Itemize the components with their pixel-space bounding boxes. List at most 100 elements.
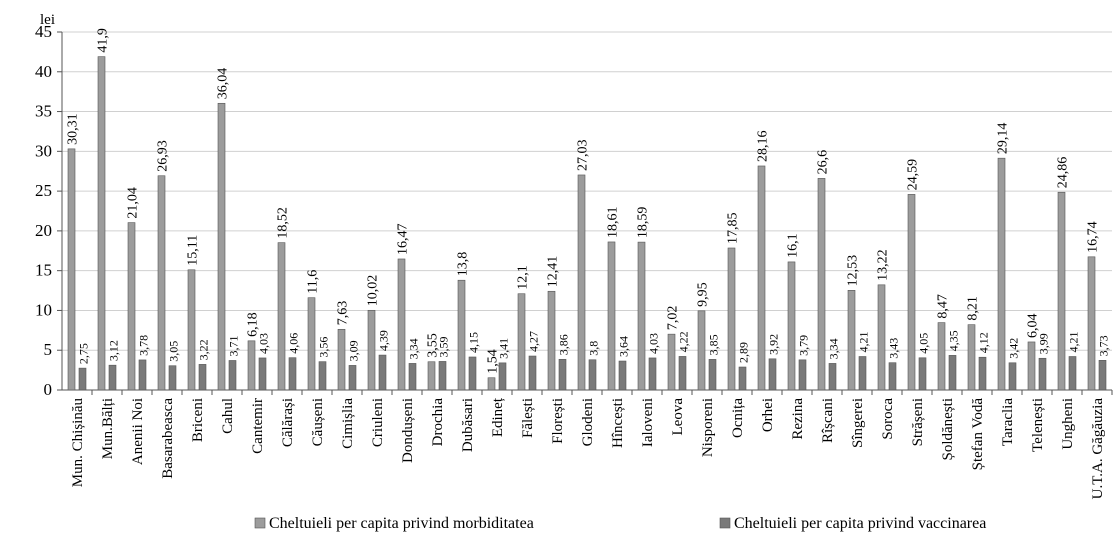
bar [618,360,627,391]
bar [967,324,976,391]
bar [348,365,357,391]
bar [217,102,226,391]
bar [97,56,106,391]
bar [138,359,147,391]
value-label: 3,55 [426,333,441,358]
x-tick-label: Fălești [520,398,536,438]
x-tick-label: Orhei [760,398,776,432]
value-label: 12,1 [516,265,531,290]
value-label: 3,71 [227,335,241,356]
bar [528,355,537,391]
x-tick-label: Criuleni [370,398,386,447]
y-tick-label: 10 [35,300,52,319]
x-tick-label: Dubăsari [460,398,476,452]
bar [408,363,417,391]
value-label: 36,04 [216,68,231,100]
value-label: 3,22 [197,339,211,360]
value-label: 28,16 [756,130,771,162]
y-tick-label: 35 [35,102,52,121]
x-tick-label: Taraclia [1000,398,1016,446]
value-label: 6,18 [246,312,261,337]
x-tick-label: Strășeni [910,398,926,446]
bar [288,357,297,391]
value-label: 3,59 [437,336,451,357]
value-label: 29,14 [996,123,1011,155]
bar [517,293,526,391]
value-label: 3,73 [1097,335,1111,356]
bar [108,364,117,391]
x-tick-label: Hîncești [610,398,626,448]
value-label: 7,63 [336,301,351,326]
bar [577,174,586,391]
value-label: 41,9 [96,28,111,53]
bar [727,247,736,391]
value-label: 4,22 [677,331,691,352]
value-label: 3,8 [587,341,601,356]
y-tick-label: 0 [44,380,53,399]
bar [847,290,856,391]
value-label: 3,92 [767,334,781,355]
x-tick-label: Sîngerei [850,398,866,448]
bar [487,377,496,391]
bar [877,284,886,391]
bar [1087,256,1096,391]
value-label: 18,52 [276,207,291,239]
value-label: 2,75 [77,343,91,364]
legend-swatch [719,517,731,529]
bar [978,356,987,391]
value-label: 6,04 [1026,313,1041,338]
bar [427,361,436,391]
bar [127,222,136,391]
value-label: 26,6 [816,150,831,175]
bar [787,261,796,391]
y-tick-label: 40 [35,62,52,81]
value-label: 12,41 [546,256,561,288]
value-label: 16,74 [1086,221,1101,253]
value-label: 3,43 [887,338,901,359]
bar [547,290,556,391]
value-label: 4,12 [977,332,991,353]
bar [558,358,567,391]
bar [1008,362,1017,391]
value-label: 24,86 [1056,157,1071,189]
x-tick-label: Florești [550,398,566,444]
x-tick-label: Basarabeasca [160,398,176,479]
value-label: 3,34 [407,338,421,359]
bar [277,242,286,391]
bar [708,359,717,391]
value-label: 16,1 [786,233,801,258]
bar [637,241,646,391]
value-label: 3,99 [1037,333,1051,354]
bar [78,367,87,391]
bar [678,356,687,391]
value-label: 3,05 [167,341,181,362]
value-label: 18,59 [636,207,651,239]
x-tick-label: Ungheni [1060,398,1076,450]
x-tick-label: Ștefan Vodă [970,398,986,471]
value-label: 3,79 [797,335,811,356]
bar [498,362,507,391]
value-label: 15,11 [186,235,201,266]
bar [1098,360,1107,391]
bar [438,361,447,391]
x-tick-label: Ocnița [730,398,746,438]
value-label: 1,54 [486,349,501,374]
value-label: 11,6 [306,270,321,294]
value-label: 3,12 [107,340,121,361]
x-tick-label: Ialoveni [640,398,656,447]
x-tick-label: Drochia [430,398,446,447]
y-tick-label: 20 [35,221,52,240]
bar [337,328,346,391]
x-tick-label: Glodeni [580,398,596,446]
value-label: 27,03 [576,139,591,171]
x-tick-label: Anenii Noi [130,398,146,465]
bar [858,356,867,391]
value-label: 3,85 [707,334,721,355]
value-label: 4,21 [1067,332,1081,353]
value-label: 4,21 [857,332,871,353]
legend-label: Cheltuieli per capita privind morbiditat… [269,515,534,532]
value-label: 4,39 [377,330,391,351]
x-tick-label: Rîșcani [820,398,836,443]
bar [1057,191,1066,391]
